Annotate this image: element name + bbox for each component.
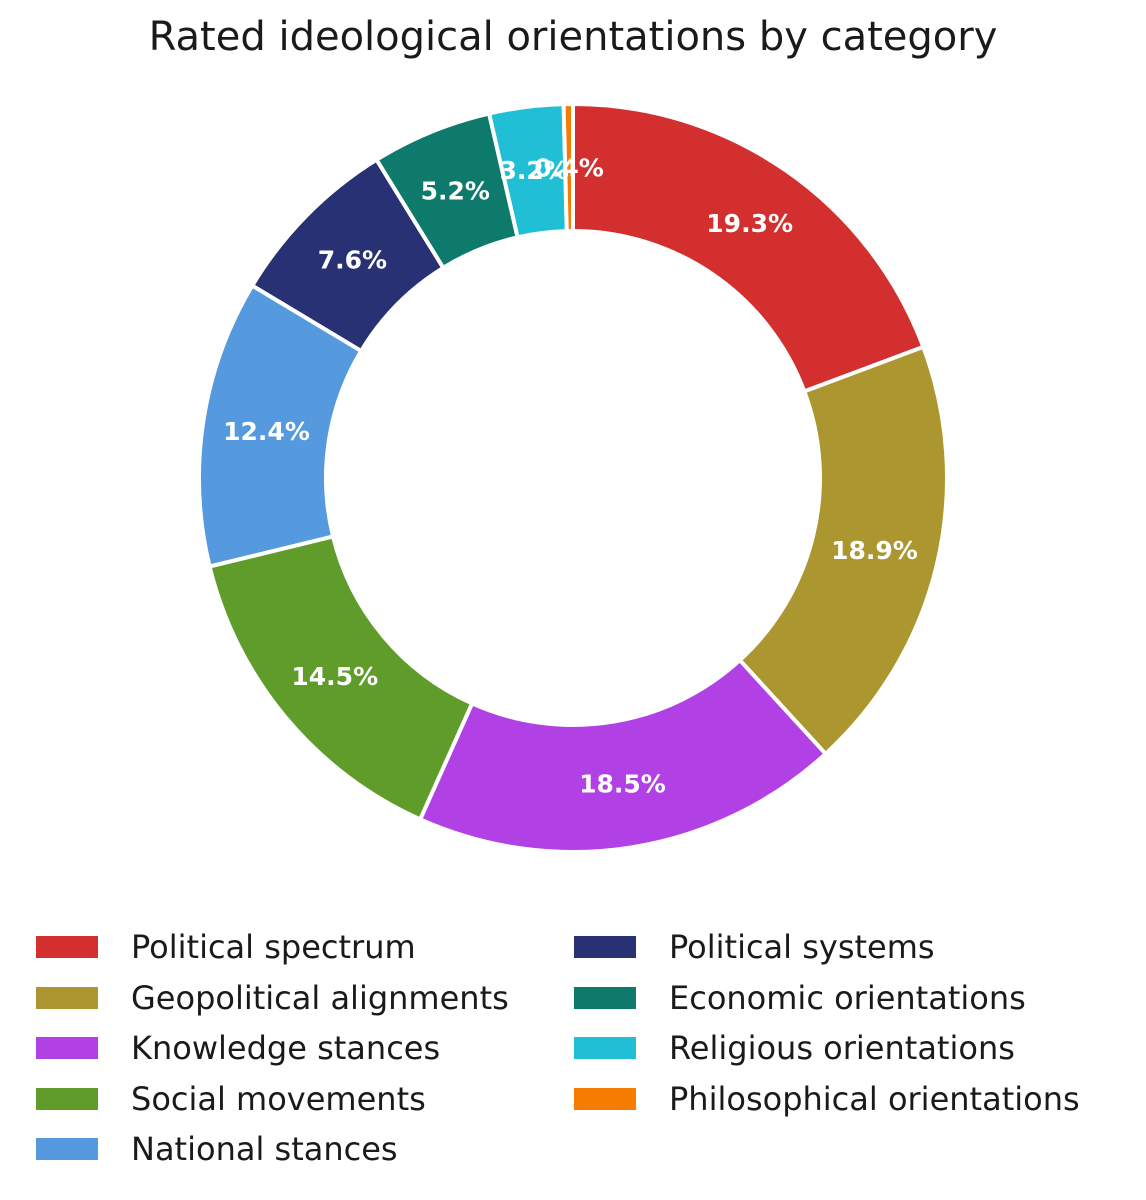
legend-swatch xyxy=(574,936,636,959)
slice-label-geopolitical-alignments: 18.9% xyxy=(831,536,918,565)
slice-knowledge-stances xyxy=(417,657,829,854)
legend-label: Geopolitical alignments xyxy=(131,978,509,1017)
slice-political-spectrum xyxy=(571,101,926,394)
legend-swatch xyxy=(574,1037,636,1060)
donut-slices xyxy=(197,101,949,854)
legend-item-philosophical-orientations: Philosophical orientations xyxy=(574,1074,1080,1125)
legend-swatch xyxy=(574,986,636,1009)
slice-label-political-systems: 7.6% xyxy=(318,246,387,275)
legend-label: Religious orientations xyxy=(669,1029,1015,1068)
slice-label-social-movements: 14.5% xyxy=(291,662,378,691)
legend-item-national-stances: National stances xyxy=(36,1124,509,1175)
legend-swatch xyxy=(36,986,98,1009)
donut-slice-labels: 19.3% 18.9% 18.5% 14.5% 12.4% 7.6% 5.2% 3.2%0.4… xyxy=(223,154,918,799)
legend-label: Knowledge stances xyxy=(131,1029,441,1068)
legend-swatch xyxy=(36,1087,98,1110)
legend-swatch xyxy=(36,1037,98,1060)
legend-item-geopolitical-alignments: Geopolitical alignments xyxy=(36,973,509,1024)
legend-item-knowledge-stances: Knowledge stances xyxy=(36,1023,509,1074)
slice-label-philosophical-orientations: 0.4% xyxy=(534,154,603,183)
slice-label-religious-orientations: 3.2% xyxy=(499,156,568,185)
legend-label: Political spectrum xyxy=(131,928,416,967)
legend-item-religious-orientations: Religious orientations xyxy=(574,1023,1080,1074)
slice-label-national-stances: 12.4% xyxy=(223,417,310,446)
chart-title: Rated ideological orientations by catego… xyxy=(148,14,998,60)
slice-geopolitical-alignments xyxy=(736,344,949,757)
legend-label: National stances xyxy=(131,1130,398,1169)
legend-item-political-spectrum: Political spectrum xyxy=(36,922,509,973)
legend-column-left: Political spectrum Geopolitical alignment… xyxy=(36,922,509,1175)
legend-item-social-movements: Social movements xyxy=(36,1074,509,1125)
legend-swatch xyxy=(574,1087,636,1110)
legend-item-economic-orientations: Economic orientations xyxy=(574,973,1080,1024)
slice-label-knowledge-stances: 18.5% xyxy=(579,770,666,799)
slice-label-political-spectrum: 19.3% xyxy=(706,209,793,238)
slice-philosophical-orientations xyxy=(561,101,575,234)
legend-swatch xyxy=(36,936,98,959)
legend-label: Philosophical orientations xyxy=(669,1079,1080,1118)
legend-label: Social movements xyxy=(131,1079,426,1118)
slice-label-economic-orientations: 5.2% xyxy=(421,177,490,206)
legend-swatch xyxy=(36,1138,98,1161)
donut-chart: 19.3% 18.9% 18.5% 14.5% 12.4% 7.6% 5.2% 3.2%0.4… xyxy=(197,101,949,854)
legend-label: Economic orientations xyxy=(669,978,1026,1017)
legend-label: Political systems xyxy=(669,928,935,967)
legend-column-right: Political systems Economic orientations Re… xyxy=(574,922,1080,1124)
legend-item-political-systems: Political systems xyxy=(574,922,1080,973)
